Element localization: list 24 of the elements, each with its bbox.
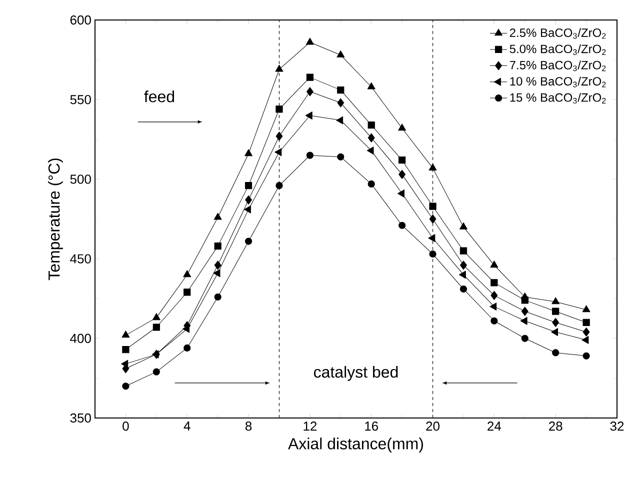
x-tick-label: 12 [304,422,317,431]
legend-label: 15 % BaCO$_{3}$/ZrO$_{2}$ [510,92,606,104]
x-tick-label: 8 [245,422,252,431]
y-axis-title: Temperature (°C) [48,158,63,280]
y-tick-label: 500 [70,174,91,184]
x-tick-label: 20 [426,422,440,431]
legend-label: 10 % BaCO$_{3}$/ZrO$_{2}$ [510,76,606,88]
y-tick-label: 400 [70,334,91,343]
x-tick-label: 0 [122,422,129,431]
y-tick-label: 450 [70,254,91,264]
x-axis-title: Axial distance(mm) [288,438,423,453]
x-tick-label: 32 [610,422,624,431]
legend-label: 7.5% BaCO$_{3}$/ZrO$_{2}$ [510,60,606,72]
x-tick-label: 16 [365,422,378,431]
x-tick-label: 28 [549,422,562,431]
legend-label: 2.5% BaCO$_{3}$/ZrO$_{2}$ [510,28,606,39]
x-tick-label: 24 [488,422,502,431]
y-tick-label: 550 [70,94,91,104]
x-tick-label: 4 [184,422,190,430]
annotation: catalyst bed [314,366,398,381]
y-tick-label: 350 [70,413,91,423]
legend-label: 5.0% BaCO$_{3}$/ZrO$_{2}$ [510,44,606,55]
y-tick-label: 600 [70,15,91,25]
annotation: feed [144,90,174,102]
